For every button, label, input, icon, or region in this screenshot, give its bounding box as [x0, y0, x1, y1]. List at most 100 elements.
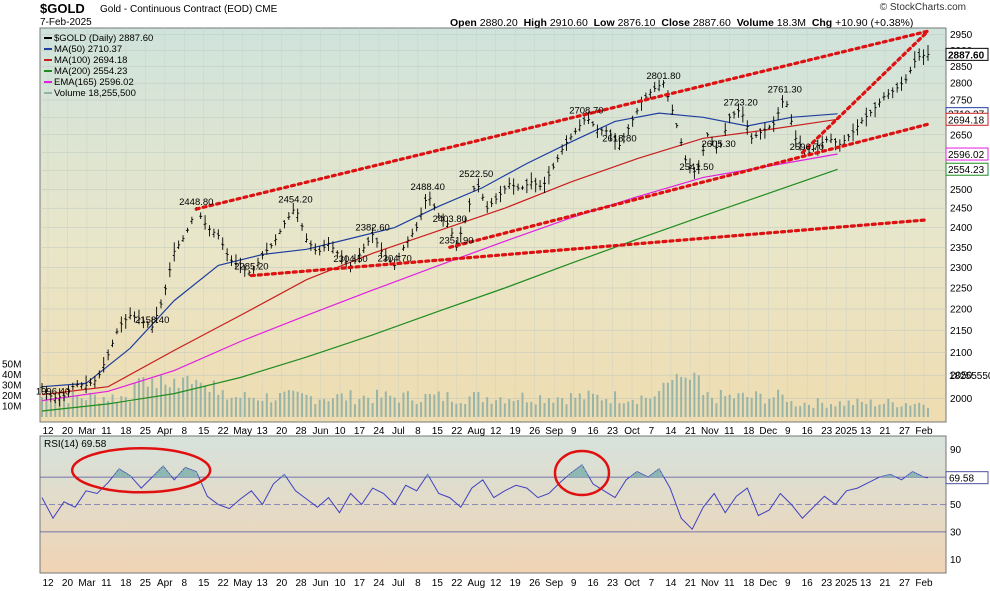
volume-bar — [195, 379, 198, 417]
volume-bar — [221, 390, 224, 417]
rsi-x-tick-label: Jun — [312, 578, 328, 589]
volume-bar — [252, 397, 255, 417]
volume-bar — [279, 393, 282, 417]
volume-bar — [309, 396, 312, 417]
volume-bar — [239, 397, 242, 417]
rsi-last-tag — [945, 471, 989, 485]
x-tick-label: 10 — [334, 426, 346, 437]
volume-bar — [301, 393, 304, 417]
volume-bar — [794, 406, 797, 417]
price-annotation: 2605.30 — [701, 139, 735, 150]
legend-label: Volume 18,255,500 — [54, 88, 136, 99]
open-label: Open — [450, 17, 477, 29]
rsi-x-tick-label: 13 — [257, 578, 269, 589]
price-annotation: 2522.50 — [459, 169, 493, 180]
rsi-x-tick-label: 15 — [432, 578, 444, 589]
volume-bar — [627, 401, 630, 417]
volume-bar — [763, 403, 766, 417]
volume-bar — [614, 391, 617, 417]
volume-bar — [464, 404, 467, 417]
price-tick-label: 2300 — [950, 263, 973, 274]
volume-bar — [340, 393, 343, 417]
x-tick-label: Feb — [915, 426, 933, 437]
volume-bar — [900, 406, 903, 417]
volume-bar — [728, 394, 731, 417]
price-annotation: 2304.70 — [377, 253, 411, 264]
volume-bar — [115, 402, 118, 417]
volume-bar — [274, 400, 277, 417]
volume-bar — [323, 399, 326, 417]
moving-average-line — [41, 168, 838, 412]
moving-average-line — [41, 112, 838, 388]
volume-bar — [190, 383, 193, 417]
volume-bar — [618, 403, 621, 417]
rsi-x-tick-label: 16 — [802, 578, 814, 589]
volume-bar — [393, 397, 396, 417]
volume-bar — [856, 398, 859, 417]
volume-bar — [472, 392, 475, 417]
volume-bar — [331, 398, 334, 417]
x-tick-label: Sep — [545, 426, 563, 437]
volume-bar — [495, 400, 498, 417]
rsi-x-tick-label: Dec — [759, 578, 777, 589]
change-label: Chg — [811, 17, 833, 29]
volume-bar — [821, 402, 824, 417]
x-tick-label: 22 — [218, 426, 230, 437]
rsi-x-tick-label: Nov — [701, 578, 719, 589]
rsi-x-tick-label: Apr — [157, 578, 173, 589]
volume-bar — [547, 398, 550, 417]
volume-bar — [481, 402, 484, 417]
volume-bar — [680, 376, 683, 417]
volume-tick-label: 10M — [2, 401, 21, 412]
volume-bar — [622, 403, 625, 417]
volume-bar — [644, 397, 647, 417]
volume-bar — [574, 397, 577, 417]
volume-bar — [353, 404, 356, 417]
price-annotation: 2488.40 — [411, 182, 445, 193]
volume-bar — [649, 398, 652, 417]
rsi-title: RSI(14) 69.58 — [44, 439, 107, 450]
volume-bar — [173, 378, 176, 417]
rsi-x-tick-label: Oct — [624, 578, 640, 589]
volume-bar — [556, 397, 559, 417]
volume-bar — [816, 398, 819, 417]
rsi-x-tick-label: 10 — [334, 578, 346, 589]
volume-bar — [812, 407, 815, 417]
volume-bar — [671, 379, 674, 417]
volume-bar — [688, 379, 691, 417]
legend-label: MA(50) 2710.37 — [54, 44, 122, 55]
price-annotation: 2761.30 — [768, 84, 802, 95]
volume-bar — [860, 401, 863, 417]
volume-bar — [543, 403, 546, 417]
last-value-tag — [945, 162, 989, 176]
change-value: +10.90 (+0.38%) — [835, 17, 914, 29]
rsi-x-tick-label: May — [233, 578, 252, 589]
ohlc-readout: Open 2880.20 High 2910.60 Low 2876.10 Cl… — [450, 17, 913, 29]
rsi-x-tick-label: 28 — [296, 578, 308, 589]
volume-label: Volume — [736, 17, 774, 29]
volume-bar — [653, 396, 656, 417]
volume-bar — [759, 393, 762, 417]
volume-bar — [874, 406, 877, 417]
x-tick-label: 20 — [276, 426, 288, 437]
volume-bar — [913, 403, 916, 417]
rsi-tick-label: 50 — [950, 500, 962, 511]
price-tick-label: 2850 — [950, 62, 973, 73]
last-value-label: 2554.23 — [948, 165, 985, 176]
rsi-tick-label: 10 — [950, 555, 962, 566]
x-tick-label: 15 — [432, 426, 444, 437]
x-tick-label: 15 — [198, 426, 210, 437]
volume-bar — [442, 400, 445, 417]
volume-bar — [226, 399, 229, 417]
x-tick-label: 27 — [899, 426, 911, 437]
volume-bar — [41, 397, 43, 417]
price-tick-label: 2500 — [950, 185, 973, 196]
low-label: Low — [593, 17, 615, 29]
volume-bar — [750, 397, 753, 417]
price-annotation: 2403.80 — [433, 214, 467, 225]
volume-bar — [424, 393, 427, 417]
volume-bar — [67, 403, 70, 417]
last-value-label: 2596.02 — [948, 150, 985, 161]
volume-bar — [869, 399, 872, 417]
volume-bar — [684, 377, 687, 417]
